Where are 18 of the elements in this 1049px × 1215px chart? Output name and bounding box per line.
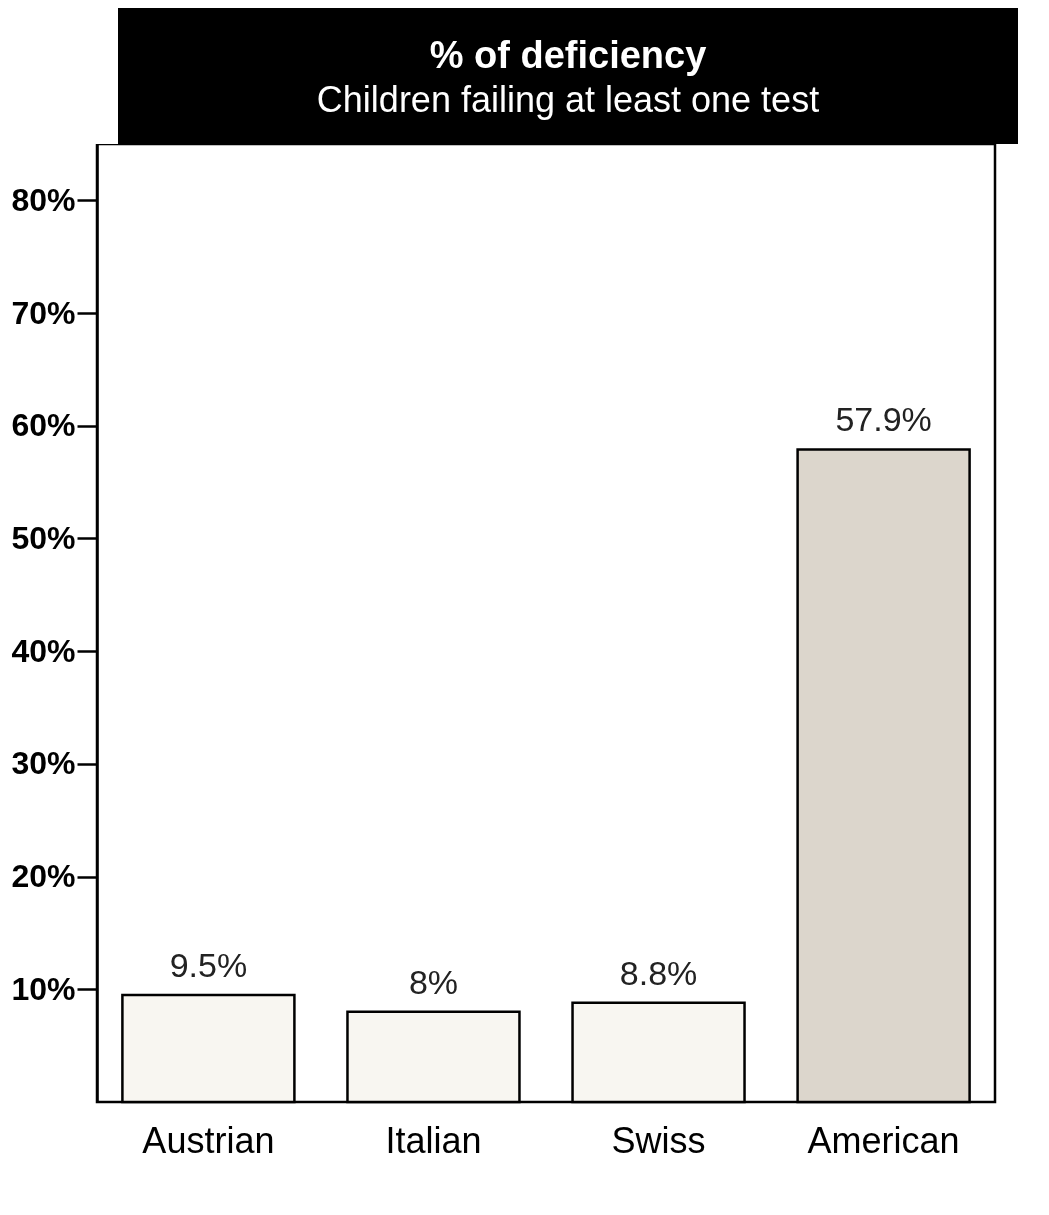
data-label: 57.9% xyxy=(835,400,932,439)
y-tick-label: 80% xyxy=(11,181,76,218)
chart-title: % of deficiency xyxy=(428,34,708,77)
x-tick-label: Swiss xyxy=(611,1119,706,1161)
x-tick-label: American xyxy=(807,1119,960,1161)
y-tick-label: 50% xyxy=(11,519,76,556)
y-tick-label: 30% xyxy=(11,745,76,782)
data-label: 8.8% xyxy=(619,953,698,992)
y-tick-label: 10% xyxy=(11,970,76,1007)
data-label: 8% xyxy=(408,962,459,1001)
y-tick-label: 20% xyxy=(11,858,76,895)
chart-subtitle: Children failing at least one test xyxy=(315,79,821,121)
data-label: 9.5% xyxy=(169,945,248,984)
y-tick-label: 70% xyxy=(11,294,76,331)
x-tick-label: Austrian xyxy=(142,1119,275,1161)
x-tick-label: Italian xyxy=(385,1119,482,1161)
y-tick-label: 60% xyxy=(11,407,76,444)
y-tick-label: 40% xyxy=(11,632,76,669)
